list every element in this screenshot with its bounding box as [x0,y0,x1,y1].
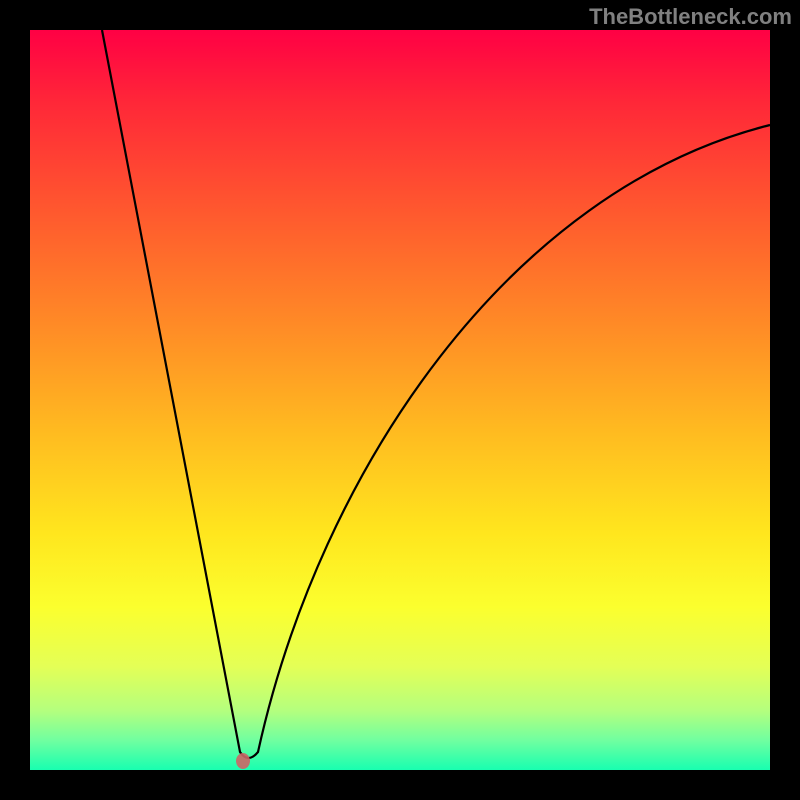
plot-background [30,30,770,770]
watermark-text: TheBottleneck.com [581,0,800,34]
chart-svg [0,0,800,800]
minimum-marker [236,753,250,769]
chart-container: TheBottleneck.com [0,0,800,800]
